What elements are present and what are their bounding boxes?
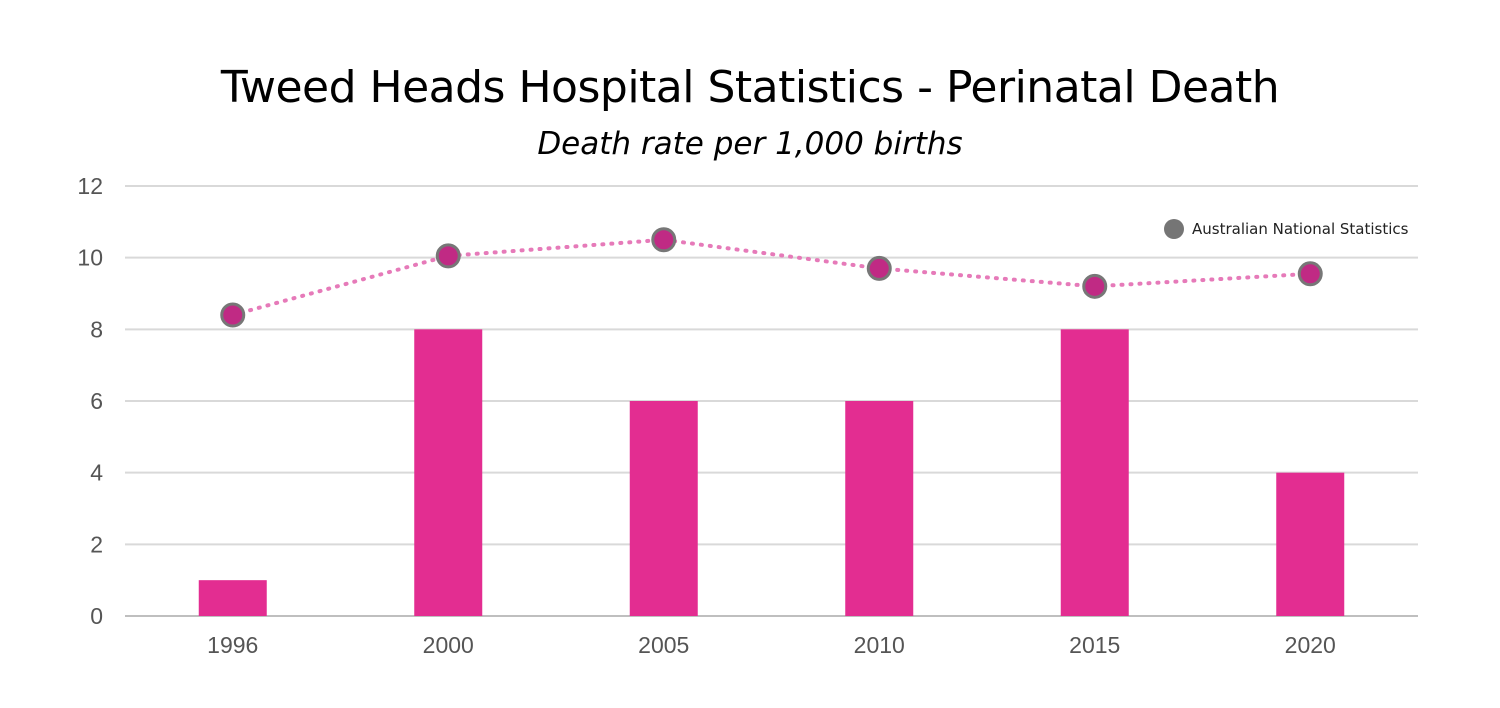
chart-title: Tweed Heads Hospital Statistics - Perina… (220, 62, 1280, 113)
bar (1060, 329, 1129, 616)
line-point (1297, 261, 1323, 287)
legend: Australian National Statistics (1164, 219, 1409, 239)
x-tick-label: 2020 (1285, 632, 1336, 658)
line-point (866, 255, 892, 281)
y-tick-label: 6 (90, 388, 103, 414)
bar (845, 401, 914, 616)
x-tick-label: 2000 (423, 632, 474, 658)
line-point (1082, 273, 1108, 299)
x-tick-label: 2010 (854, 632, 905, 658)
line-point (435, 243, 461, 269)
bar-series (198, 329, 1345, 616)
x-tick-label: 2015 (1069, 632, 1120, 658)
bar (629, 401, 698, 616)
line-series (220, 227, 1323, 328)
line-point (220, 302, 246, 328)
y-tick-label: 0 (90, 603, 103, 629)
y-tick-label: 4 (90, 460, 103, 486)
chart-subtitle: Death rate per 1,000 births (537, 126, 963, 162)
x-tick-label: 2005 (638, 632, 689, 658)
y-tick-label: 10 (77, 245, 103, 271)
legend-label: Australian National Statistics (1192, 220, 1409, 238)
y-tick-label: 8 (90, 316, 103, 342)
y-tick-label: 2 (90, 531, 103, 557)
y-tick-label: 12 (77, 173, 103, 199)
legend-marker (1164, 219, 1184, 239)
y-axis-ticks: 0 2 4 6 8 10 12 (77, 173, 103, 629)
gridlines (125, 185, 1418, 617)
bar (1276, 472, 1345, 616)
series-line (230, 237, 1313, 317)
bar (414, 329, 483, 616)
bar (198, 580, 267, 616)
line-point (651, 227, 677, 253)
x-axis-ticks: 1996 2000 2005 2010 2015 2020 (207, 632, 1336, 658)
x-tick-label: 1996 (207, 632, 258, 658)
